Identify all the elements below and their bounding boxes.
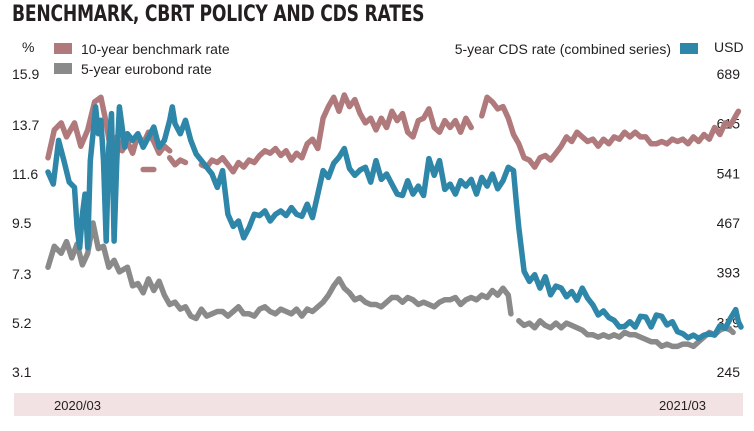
benchmark-line	[198, 92, 474, 175]
left-tick-label: 3.1	[12, 364, 32, 380]
right-tick-label: 245	[717, 364, 741, 380]
benchmark-line	[479, 94, 742, 170]
left-tick-label: 15.9	[12, 66, 39, 82]
legend-swatch-benchmark	[54, 43, 72, 54]
x-label-start: 2020/03	[54, 398, 101, 413]
x-axis-band	[14, 393, 743, 416]
left-tick-label: 11.6	[12, 166, 38, 182]
legend: 10-year benchmark rate 5-year eurobond r…	[54, 41, 698, 77]
legend-swatch-eurobond	[54, 63, 72, 74]
legend-label-benchmark: 10-year benchmark rate	[81, 41, 230, 57]
right-tick-label: 393	[717, 265, 741, 281]
left-tick-label: 13.7	[12, 117, 39, 133]
legend-label-cds: 5-year CDS rate (combined series)	[455, 41, 671, 57]
left-tick-label: 7.3	[12, 266, 32, 282]
x-label-end: 2021/03	[659, 398, 706, 413]
eurobond-line	[45, 220, 514, 322]
left-tick-label: 5.2	[12, 315, 32, 331]
cds-line	[45, 104, 744, 342]
chart-title: BENCHMARK, CBRT POLICY AND CDS RATES	[12, 2, 425, 27]
left-axis-unit: %	[22, 39, 34, 55]
right-tick-label: 689	[717, 66, 741, 82]
right-tick-label: 541	[717, 165, 741, 181]
series-layer	[45, 92, 744, 350]
left-tick-label: 9.5	[12, 215, 32, 231]
left-axis-ticks: 15.9 13.7 11.6 9.5 7.3 5.2 3.1	[12, 66, 39, 380]
benchmark-line	[166, 155, 189, 168]
right-axis-unit: USD	[714, 39, 744, 55]
legend-label-eurobond: 5-year eurobond rate	[81, 61, 212, 77]
legend-swatch-cds	[680, 43, 698, 54]
right-tick-label: 467	[717, 215, 741, 231]
